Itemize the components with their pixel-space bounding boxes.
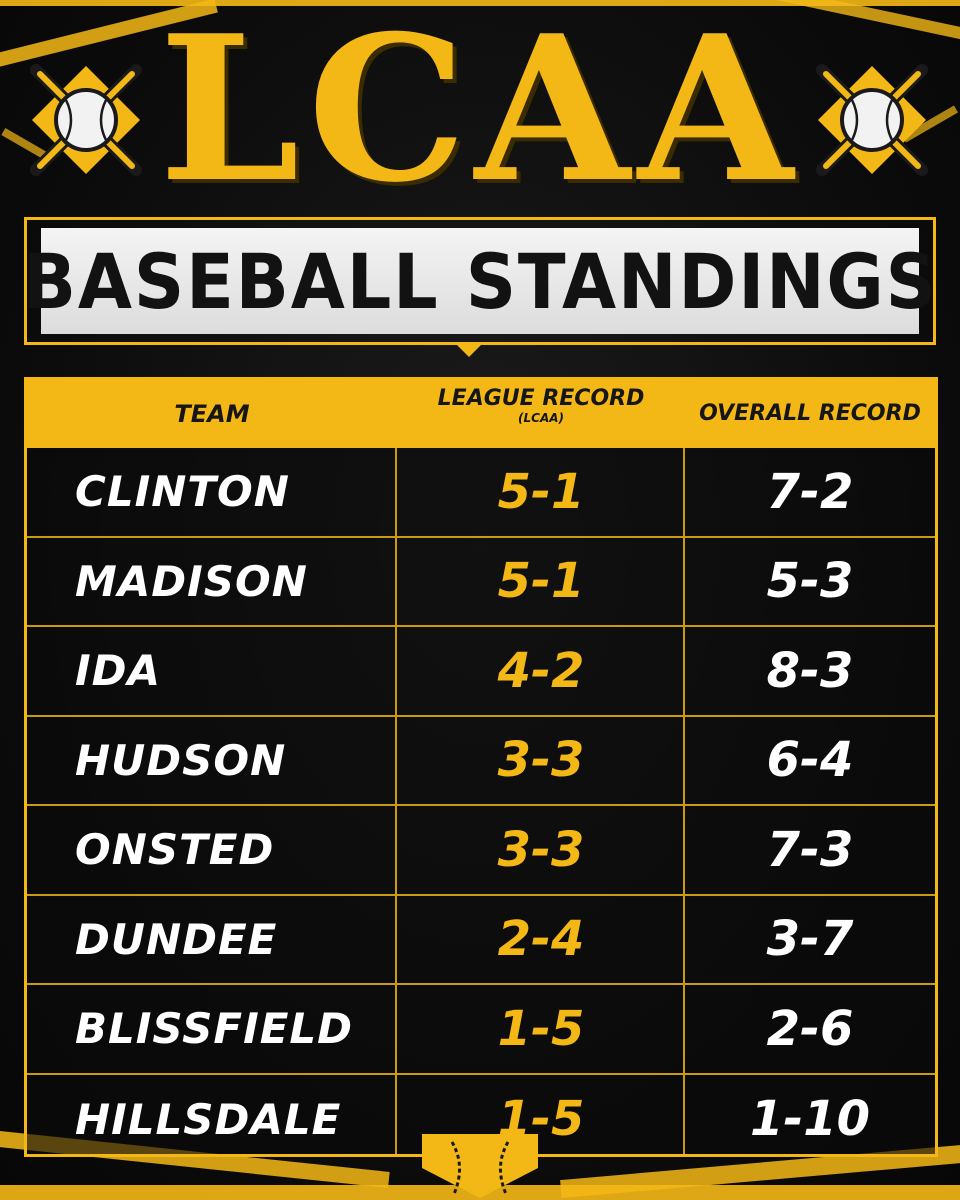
table-row: MADISON 5-1 5-3 [27, 538, 935, 627]
banner-pointer [455, 343, 483, 357]
column-header-league: LEAGUE RECORD (LCAA) [397, 380, 685, 448]
table-row: ONSTED 3-3 7-3 [27, 806, 935, 896]
column-header-overall: OVERALL RECORD [699, 401, 921, 426]
grunge-stroke [0, 0, 960, 6]
column-header-team: TEAM [174, 400, 250, 428]
league-record-label: LEAGUE RECORD [437, 386, 645, 411]
league-record: 2-4 [497, 911, 585, 968]
league-title: LCAA [158, 0, 802, 227]
overall-record: 1-10 [749, 1091, 871, 1148]
team-name: HILLSDALE [75, 1094, 342, 1144]
league-record-sublabel: (LCAA) [518, 411, 564, 425]
team-name: CLINTON [75, 467, 290, 517]
overall-record: 3-7 [766, 911, 854, 968]
league-record: 3-3 [497, 732, 585, 789]
league-record: 5-1 [497, 463, 585, 520]
team-name: ONSTED [75, 825, 275, 875]
crossed-bats-baseball-icon [816, 64, 928, 176]
team-name: IDA [75, 646, 161, 696]
team-name: HUDSON [75, 735, 287, 785]
table-row: IDA 4-2 8-3 [27, 627, 935, 717]
overall-record: 7-2 [766, 463, 854, 520]
column-divider [683, 448, 685, 1154]
table-row: HUDSON 3-3 6-4 [27, 717, 935, 806]
column-divider [395, 448, 397, 1154]
subtitle: BASEBALL STANDINGS [22, 236, 938, 326]
crossed-bats-baseball-icon [30, 64, 142, 176]
table-body: CLINTON 5-1 7-2 MADISON 5-1 5-3 IDA 4-2 … [27, 448, 935, 1164]
table-row: DUNDEE 2-4 3-7 [27, 896, 935, 985]
standings-table: TEAM LEAGUE RECORD (LCAA) OVERALL RECORD… [24, 377, 938, 1157]
league-record: 1-5 [497, 1000, 585, 1057]
team-name: BLISSFIELD [75, 1004, 354, 1054]
team-name: MADISON [75, 556, 308, 606]
banner-plate: BASEBALL STANDINGS [22, 228, 936, 334]
overall-record: 5-3 [766, 553, 854, 610]
overall-record: 7-3 [766, 821, 854, 878]
home-plate-baseball-icon [422, 1134, 538, 1198]
subtitle-banner: BASEBALL STANDINGS [22, 217, 936, 345]
table-row: BLISSFIELD 1-5 2-6 [27, 985, 935, 1075]
overall-record: 2-6 [766, 1000, 854, 1057]
team-name: DUNDEE [75, 914, 278, 964]
league-record: 4-2 [497, 642, 585, 699]
table-header: TEAM LEAGUE RECORD (LCAA) OVERALL RECORD [27, 380, 935, 448]
table-row: CLINTON 5-1 7-2 [27, 448, 935, 538]
overall-record: 8-3 [766, 642, 854, 699]
league-record: 5-1 [497, 553, 585, 610]
league-record: 3-3 [497, 821, 585, 878]
table-row: HILLSDALE 1-5 1-10 [27, 1075, 935, 1165]
overall-record: 6-4 [766, 732, 854, 789]
